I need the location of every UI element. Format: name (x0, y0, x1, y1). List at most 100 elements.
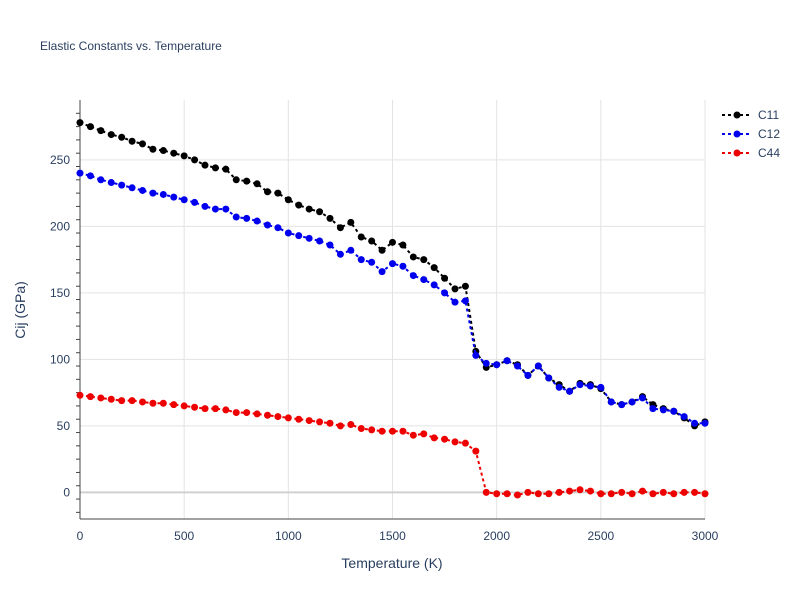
data-point (274, 413, 282, 421)
data-point (670, 407, 678, 415)
legend-item-c44[interactable]: C44 (722, 146, 780, 160)
data-point (420, 256, 428, 264)
x-tick-label: 2500 (587, 529, 614, 543)
data-point (295, 415, 303, 423)
data-point (191, 403, 199, 411)
data-point (253, 217, 261, 225)
data-point (264, 221, 271, 229)
legend[interactable]: C11 C12 C44 (722, 108, 780, 160)
data-point (399, 262, 407, 270)
data-point (86, 172, 94, 180)
data-point (409, 431, 417, 439)
y-tick-label: 250 (50, 153, 70, 167)
data-point (316, 237, 324, 245)
x-tick-label: 3000 (692, 529, 719, 543)
data-point (680, 413, 688, 421)
data-point (336, 250, 344, 258)
data-point (680, 488, 688, 496)
data-point (170, 401, 178, 409)
data-point (128, 397, 136, 405)
data-point (97, 176, 105, 184)
x-axis-title: Temperature (K) (341, 555, 442, 571)
data-point (201, 405, 209, 413)
data-point (368, 258, 376, 266)
data-point (389, 260, 396, 268)
data-point (430, 281, 438, 289)
data-point (159, 399, 167, 407)
data-point (222, 165, 230, 173)
data-point (222, 406, 230, 414)
data-point (514, 491, 521, 499)
data-point (107, 395, 115, 403)
data-point (284, 229, 292, 237)
data-point (524, 371, 532, 379)
data-point (659, 488, 667, 496)
data-point (139, 186, 146, 194)
data-point (107, 178, 115, 186)
data-point (159, 190, 167, 198)
data-point (128, 137, 136, 145)
data-point (243, 177, 251, 185)
data-point (441, 435, 449, 443)
data-point (139, 140, 146, 148)
legend-item-c12[interactable]: C12 (722, 127, 780, 141)
data-point (316, 208, 324, 216)
data-point (253, 410, 261, 418)
data-point (628, 398, 636, 406)
data-point (409, 272, 417, 280)
data-point (399, 427, 407, 435)
x-tick-label: 0 (77, 529, 84, 543)
data-point (555, 383, 563, 391)
data-point (211, 405, 219, 413)
data-point (368, 237, 376, 245)
data-point (264, 411, 271, 419)
data-point (576, 486, 584, 494)
data-point (628, 490, 636, 498)
data-point (243, 409, 251, 417)
data-point (347, 421, 355, 429)
data-point (618, 401, 626, 409)
data-point (253, 180, 261, 188)
data-point (357, 233, 365, 241)
data-point (545, 490, 553, 498)
data-point (441, 274, 449, 282)
data-point (472, 351, 480, 359)
y-axis-title: Cij (GPa) (12, 281, 28, 339)
data-point (618, 488, 626, 496)
data-point (493, 361, 501, 369)
legend-marker (733, 149, 741, 157)
data-point (357, 425, 365, 433)
y-tick-label: 100 (50, 352, 70, 366)
data-point (264, 188, 271, 196)
series-layer (76, 119, 709, 499)
data-point (170, 149, 178, 157)
data-point (586, 382, 594, 390)
data-point (149, 189, 157, 197)
data-point (180, 196, 188, 204)
data-point (191, 156, 199, 164)
data-point (461, 297, 469, 305)
y-tick-label: 50 (57, 419, 71, 433)
data-point (347, 218, 355, 226)
data-point (482, 359, 490, 367)
data-point (347, 246, 355, 254)
data-point (597, 383, 605, 391)
data-point (461, 282, 469, 290)
data-point (201, 161, 209, 169)
data-point (607, 490, 615, 498)
data-point (430, 264, 438, 272)
data-point (274, 189, 282, 197)
data-point (336, 224, 344, 232)
legend-item-c11[interactable]: C11 (722, 108, 779, 122)
data-point (534, 490, 542, 498)
x-tick-label: 1500 (379, 529, 406, 543)
legend-label: C44 (758, 146, 780, 160)
data-point (97, 394, 105, 402)
grid-layer (80, 100, 706, 519)
series-c44 (76, 391, 709, 499)
data-point (649, 490, 657, 498)
y-tick-label: 200 (50, 219, 70, 233)
data-point (493, 490, 501, 498)
data-point (284, 196, 292, 204)
data-point (232, 409, 240, 417)
